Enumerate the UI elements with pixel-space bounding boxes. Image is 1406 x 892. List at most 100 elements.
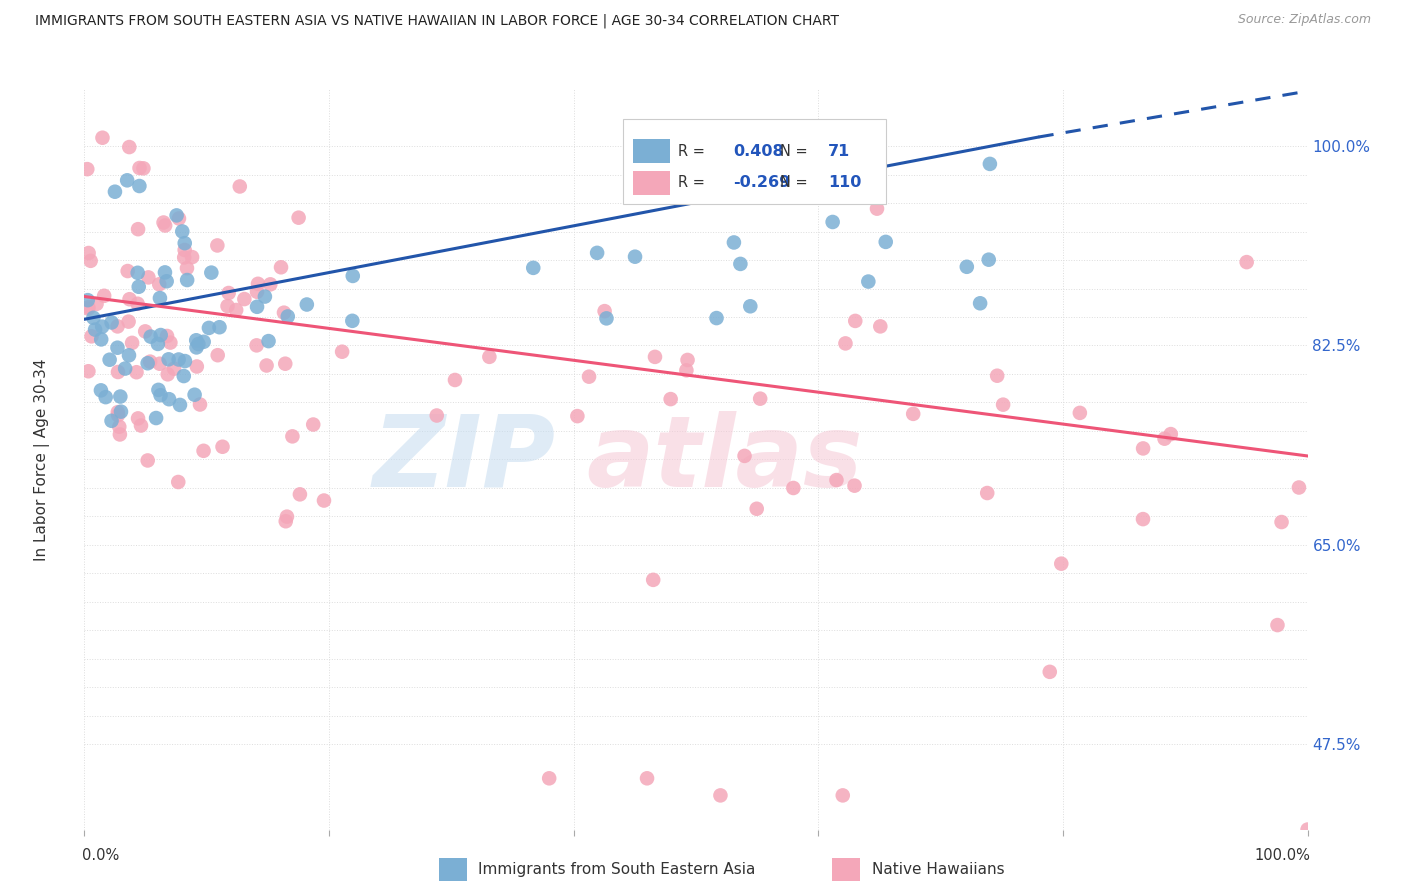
Point bbox=[217, 299, 239, 313]
Point bbox=[114, 361, 136, 376]
Point bbox=[108, 427, 131, 442]
Point bbox=[1069, 406, 1091, 420]
Point bbox=[117, 315, 139, 329]
Point bbox=[98, 352, 121, 367]
Text: N =: N = bbox=[780, 144, 813, 159]
Point bbox=[681, 167, 703, 181]
Point bbox=[139, 329, 162, 343]
Point bbox=[312, 493, 335, 508]
Point bbox=[281, 429, 304, 443]
Point bbox=[246, 338, 269, 352]
Point bbox=[969, 296, 991, 310]
Point bbox=[100, 316, 122, 330]
Text: -0.269: -0.269 bbox=[733, 175, 790, 190]
Point bbox=[167, 211, 190, 226]
Point bbox=[118, 140, 141, 154]
Point bbox=[173, 369, 195, 384]
Point bbox=[1153, 432, 1175, 446]
Point bbox=[426, 409, 449, 423]
Point bbox=[110, 404, 132, 418]
Point bbox=[257, 334, 280, 348]
Point bbox=[207, 348, 229, 362]
Point bbox=[1132, 512, 1154, 526]
Point bbox=[478, 350, 501, 364]
Point bbox=[1267, 618, 1289, 632]
Point bbox=[91, 130, 114, 145]
Point bbox=[831, 789, 853, 803]
Point bbox=[586, 245, 609, 260]
Point bbox=[330, 344, 353, 359]
Text: Immigrants from South Eastern Asia: Immigrants from South Eastern Asia bbox=[478, 863, 755, 877]
Point bbox=[166, 208, 188, 222]
Point bbox=[567, 409, 589, 423]
Point bbox=[186, 359, 208, 374]
Point bbox=[107, 405, 129, 419]
Point bbox=[1132, 442, 1154, 456]
Point bbox=[79, 253, 101, 268]
Point bbox=[869, 319, 891, 334]
Point bbox=[1160, 427, 1182, 442]
Point bbox=[127, 222, 149, 236]
Point bbox=[1270, 515, 1292, 529]
Point bbox=[834, 336, 856, 351]
Point bbox=[115, 173, 138, 187]
Point bbox=[110, 390, 132, 404]
Point bbox=[1296, 822, 1319, 837]
Point bbox=[187, 337, 209, 351]
Point bbox=[163, 361, 186, 376]
Point bbox=[156, 274, 179, 288]
Point bbox=[107, 365, 129, 379]
Point bbox=[82, 310, 104, 325]
Point bbox=[342, 314, 364, 328]
Text: 100.0%: 100.0% bbox=[1254, 848, 1310, 863]
Point bbox=[176, 273, 198, 287]
Point bbox=[659, 392, 682, 406]
Point bbox=[77, 364, 100, 378]
Point bbox=[295, 297, 318, 311]
Point bbox=[246, 277, 269, 291]
Point bbox=[156, 368, 179, 382]
Point bbox=[901, 407, 924, 421]
Point bbox=[149, 388, 172, 402]
Point bbox=[186, 333, 208, 347]
Point bbox=[706, 311, 728, 326]
Point bbox=[100, 414, 122, 428]
Point bbox=[167, 352, 190, 367]
Point bbox=[844, 314, 866, 328]
Point bbox=[104, 185, 127, 199]
Point bbox=[302, 417, 325, 432]
Point bbox=[444, 373, 467, 387]
Point bbox=[578, 369, 600, 384]
Point bbox=[148, 383, 170, 397]
Point bbox=[128, 161, 150, 175]
Point bbox=[1236, 255, 1258, 269]
Point bbox=[107, 319, 129, 334]
Point bbox=[675, 363, 697, 377]
Point bbox=[956, 260, 979, 274]
Point bbox=[538, 772, 561, 786]
Point bbox=[176, 261, 198, 276]
Point bbox=[156, 329, 179, 343]
Point bbox=[174, 354, 197, 368]
Point bbox=[976, 486, 998, 500]
Point bbox=[91, 319, 114, 334]
Point bbox=[153, 219, 176, 233]
Point bbox=[986, 368, 1008, 383]
Point bbox=[127, 411, 149, 425]
Point bbox=[342, 268, 364, 283]
Point bbox=[173, 243, 195, 257]
Point bbox=[825, 473, 848, 487]
Point bbox=[200, 266, 222, 280]
Point bbox=[136, 356, 159, 370]
Text: R =: R = bbox=[678, 175, 709, 190]
Point bbox=[821, 215, 844, 229]
Point bbox=[287, 211, 309, 225]
Point bbox=[723, 235, 745, 250]
Point bbox=[132, 161, 155, 176]
Point bbox=[93, 289, 115, 303]
Text: IMMIGRANTS FROM SOUTH EASTERN ASIA VS NATIVE HAWAIIAN IN LABOR FORCE | AGE 30-34: IMMIGRANTS FROM SOUTH EASTERN ASIA VS NA… bbox=[35, 13, 839, 28]
Point bbox=[118, 292, 141, 306]
Text: Source: ZipAtlas.com: Source: ZipAtlas.com bbox=[1237, 13, 1371, 27]
Point bbox=[734, 449, 756, 463]
Point bbox=[636, 772, 658, 786]
